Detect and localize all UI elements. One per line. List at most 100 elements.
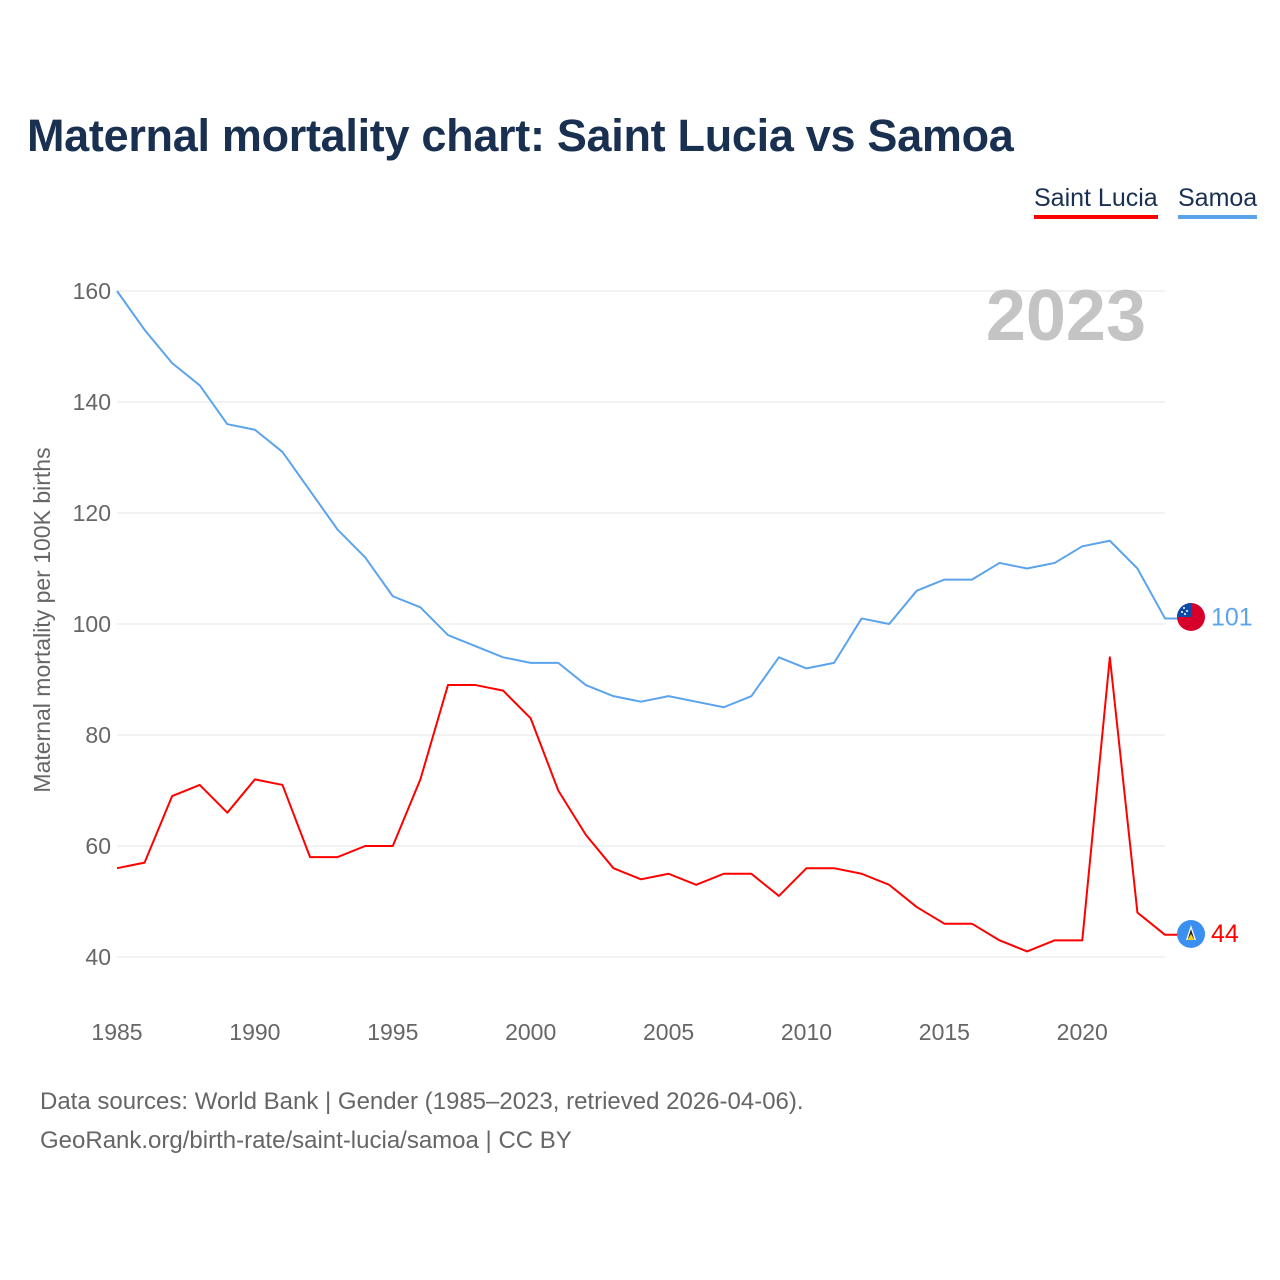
data-point[interactable] [111,862,123,874]
data-point[interactable] [1076,540,1088,552]
data-point[interactable] [663,868,675,880]
data-point[interactable] [1131,563,1143,575]
data-point[interactable] [442,679,454,691]
data-point[interactable] [194,779,206,791]
y-tick-label: 120 [73,500,111,526]
data-point[interactable] [414,601,426,613]
y-tick-label: 160 [73,278,111,304]
data-point[interactable] [304,851,316,863]
series-line-saint-lucia [116,656,1180,953]
legend-samoa[interactable]: Samoa [1178,184,1258,219]
data-point[interactable] [1104,535,1116,547]
data-point[interactable] [607,690,619,702]
data-point[interactable] [773,651,785,663]
data-point[interactable] [580,679,592,691]
data-point[interactable] [994,557,1006,569]
x-tick-label: 2015 [919,1019,970,1045]
data-point[interactable] [911,585,923,597]
data-point[interactable] [994,934,1006,946]
data-point[interactable] [800,862,812,874]
x-tick-label: 1985 [91,1019,142,1045]
data-point[interactable] [883,618,895,630]
footer-link[interactable]: GeoRank.org/birth-rate/saint-lucia/samoa… [40,1127,572,1154]
data-point[interactable] [856,612,868,624]
footer-source: Data sources: World Bank | Gender (1985–… [40,1088,804,1115]
data-point[interactable] [497,685,509,697]
data-point[interactable] [139,324,151,336]
data-point[interactable] [1104,651,1116,663]
data-point[interactable] [470,679,482,691]
data-point[interactable] [1076,934,1088,946]
data-point[interactable] [966,918,978,930]
data-point[interactable] [387,840,399,852]
data-point[interactable] [111,285,123,297]
data-point[interactable] [745,868,757,880]
chart-title: Maternal mortality chart: Saint Lucia vs… [27,110,1014,161]
end-value-label: 101 [1211,603,1253,631]
x-tick-label: 1995 [367,1019,418,1045]
data-point[interactable] [359,551,371,563]
data-point[interactable] [773,890,785,902]
y-tick-label: 40 [85,944,111,970]
x-tick-label: 1990 [229,1019,280,1045]
data-point[interactable] [525,712,537,724]
x-tick-label: 2020 [1057,1019,1108,1045]
data-point[interactable] [828,657,840,669]
data-point[interactable] [249,424,261,436]
data-point[interactable] [1049,934,1061,946]
data-point[interactable] [221,807,233,819]
y-axis-label: Maternal mortality per 100K births [29,447,55,792]
data-point[interactable] [690,879,702,891]
data-point[interactable] [332,851,344,863]
data-point[interactable] [387,590,399,602]
x-tick-label: 2000 [505,1019,556,1045]
data-point[interactable] [359,840,371,852]
data-point[interactable] [552,785,564,797]
data-point[interactable] [414,773,426,785]
data-point[interactable] [497,651,509,663]
data-point[interactable] [1159,612,1171,624]
data-point[interactable] [883,879,895,891]
series-line-samoa [116,290,1180,709]
data-point[interactable] [635,873,647,885]
data-point[interactable] [911,901,923,913]
data-point[interactable] [938,574,950,586]
data-point[interactable] [139,857,151,869]
data-point[interactable] [276,779,288,791]
data-point[interactable] [856,868,868,880]
data-point[interactable] [332,524,344,536]
data-point[interactable] [828,862,840,874]
y-tick-label: 100 [73,611,111,637]
data-point[interactable] [442,629,454,641]
data-point[interactable] [276,446,288,458]
data-point[interactable] [1021,945,1033,957]
data-point[interactable] [1049,557,1061,569]
data-point[interactable] [525,657,537,669]
end-value-label: 44 [1211,920,1239,948]
data-point[interactable] [718,701,730,713]
data-point[interactable] [745,690,757,702]
data-point[interactable] [166,790,178,802]
data-point[interactable] [1131,907,1143,919]
data-point[interactable] [304,485,316,497]
data-point[interactable] [607,862,619,874]
data-point[interactable] [194,379,206,391]
data-point[interactable] [166,357,178,369]
data-point[interactable] [690,696,702,708]
data-point[interactable] [249,773,261,785]
data-point[interactable] [966,574,978,586]
data-point[interactable] [938,918,950,930]
data-point[interactable] [470,640,482,652]
data-point[interactable] [800,662,812,674]
data-point[interactable] [718,868,730,880]
data-point[interactable] [580,829,592,841]
x-tick-label: 2005 [643,1019,694,1045]
data-point[interactable] [1021,563,1033,575]
data-point[interactable] [221,418,233,430]
legend-saint-lucia[interactable]: Saint Lucia [1034,184,1158,219]
y-tick-label: 140 [73,389,111,415]
data-point[interactable] [1159,929,1171,941]
data-point[interactable] [552,657,564,669]
data-point[interactable] [635,696,647,708]
data-point[interactable] [663,690,675,702]
